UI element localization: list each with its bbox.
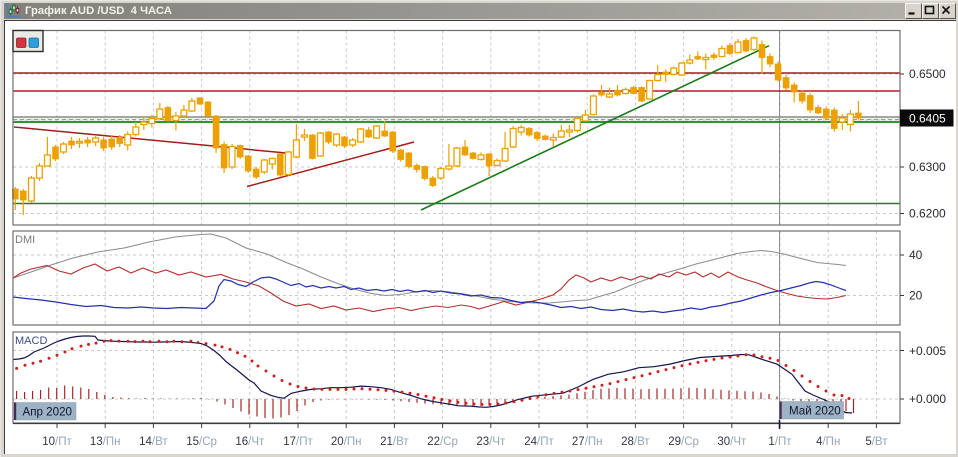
svg-text:40: 40 [909, 248, 923, 262]
svg-text:22/Ср: 22/Ср [427, 436, 458, 448]
svg-text:0.6300: 0.6300 [909, 160, 946, 174]
svg-text:28/Вт: 28/Вт [621, 436, 650, 448]
svg-text:DMI: DMI [15, 234, 35, 246]
svg-text:27/Пн: 27/Пн [572, 436, 603, 448]
svg-text:20/Пн: 20/Пн [331, 436, 362, 448]
svg-text:5/Вт: 5/Вт [865, 436, 888, 448]
svg-text:0.6500: 0.6500 [909, 67, 946, 81]
svg-text:14/Вт: 14/Вт [139, 436, 168, 448]
svg-text:+0.000: +0.000 [909, 392, 946, 406]
svg-text:29/Ср: 29/Ср [668, 436, 699, 448]
svg-text:15/Ср: 15/Ср [186, 436, 217, 448]
svg-text:0.6200: 0.6200 [909, 207, 946, 221]
svg-text:Май 2020: Май 2020 [789, 405, 841, 418]
svg-text:13/Пн: 13/Пн [90, 436, 121, 448]
svg-text:4/Пн: 4/Пн [816, 436, 840, 448]
svg-text:1/Пт: 1/Пт [768, 436, 792, 448]
svg-text:+0.005: +0.005 [909, 344, 946, 358]
svg-text:0.6405: 0.6405 [909, 112, 946, 126]
svg-text:17/Пт: 17/Пт [283, 436, 313, 448]
svg-text:23/Чт: 23/Чт [476, 436, 506, 448]
svg-text:30/Чт: 30/Чт [717, 436, 747, 448]
svg-text:21/Вт: 21/Вт [380, 436, 409, 448]
svg-text:MACD: MACD [15, 335, 47, 347]
svg-text:20: 20 [909, 289, 923, 303]
svg-text:16/Чт: 16/Чт [235, 436, 265, 448]
svg-text:10/Пт: 10/Пт [42, 436, 72, 448]
svg-text:24/Пт: 24/Пт [524, 436, 554, 448]
svg-text:Апр 2020: Апр 2020 [23, 406, 72, 419]
